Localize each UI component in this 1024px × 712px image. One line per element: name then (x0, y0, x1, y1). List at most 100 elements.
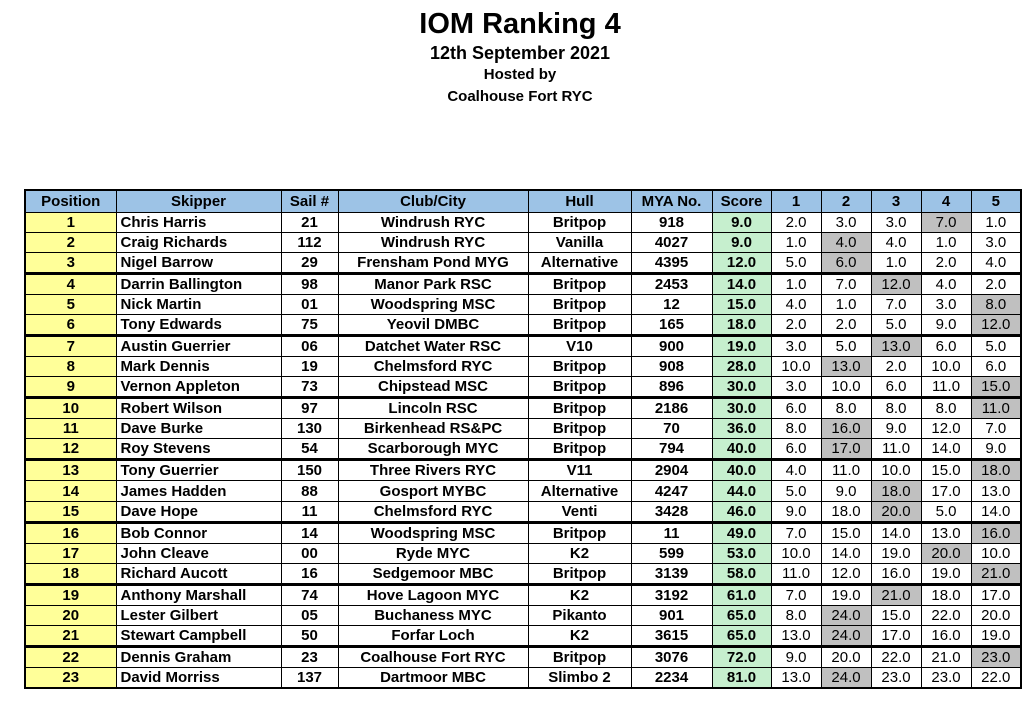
hull-cell: Britpop (527, 271, 632, 295)
table-row: 17 John Cleave 00 Ryde MYC K2 599 53.0 10.0 14.0… (24, 542, 1022, 564)
mya-number-cell: 3076 (630, 645, 713, 668)
table-row: 4 Darrin Ballington 98 Manor Park RSC Britpo… (24, 271, 1022, 295)
position-cell: 17 (24, 542, 117, 564)
skipper-cell: David Morriss (115, 667, 282, 689)
race-4-cell: 3.0 (920, 293, 972, 316)
score-cell: 30.0 (711, 376, 772, 399)
hull-cell: Britpop (527, 438, 632, 461)
race-2-cell: 19.0 (820, 582, 872, 606)
race-2-cell: 13.0 (820, 356, 872, 378)
sail-number-cell: 23 (280, 645, 339, 668)
header-row: Position Skipper Sail # Club/City Hull M… (24, 189, 1022, 213)
position-cell: 5 (24, 293, 117, 316)
race-4-cell: 16.0 (920, 625, 972, 647)
race-5-cell: 21.0 (970, 562, 1022, 585)
race-3-cell: 15.0 (870, 604, 922, 627)
hull-cell: Britpop (527, 520, 632, 544)
score-cell: 19.0 (711, 334, 772, 358)
mya-number-cell: 2904 (630, 458, 713, 482)
race-5-cell: 20.0 (970, 604, 1022, 627)
position-cell: 23 (24, 667, 117, 689)
sail-number-cell: 137 (280, 667, 339, 689)
race-2-cell: 16.0 (820, 418, 872, 440)
race-1-cell: 5.0 (770, 251, 822, 274)
race-4-cell: 14.0 (920, 438, 972, 461)
race-2-cell: 12.0 (820, 562, 872, 585)
col-header-score: Score (711, 189, 772, 213)
race-3-cell: 8.0 (870, 396, 922, 420)
race-4-cell: 11.0 (920, 376, 972, 399)
sail-number-cell: 98 (280, 271, 339, 295)
race-2-cell: 24.0 (820, 667, 872, 689)
table-row: 1 Chris Harris 21 Windrush RYC Britpop 918 9.0… (24, 211, 1022, 233)
mya-number-cell: 794 (630, 438, 713, 461)
race-3-cell: 7.0 (870, 293, 922, 316)
race-1-cell: 7.0 (770, 520, 822, 544)
club-cell: Three Rivers RYC (337, 458, 529, 482)
table-row: 9 Vernon Appleton 73 Chipstead MSC Britpop 89… (24, 376, 1022, 399)
mya-number-cell: 70 (630, 418, 713, 440)
race-3-cell: 19.0 (870, 542, 922, 564)
host-club: Coalhouse Fort RYC (447, 88, 593, 105)
skipper-cell: Tony Guerrier (115, 458, 282, 482)
race-2-cell: 24.0 (820, 625, 872, 647)
score-cell: 14.0 (711, 271, 772, 295)
col-header-position: Position (24, 189, 117, 213)
skipper-cell: Nick Martin (115, 293, 282, 316)
race-1-cell: 4.0 (770, 293, 822, 316)
club-cell: Yeovil DMBC (337, 314, 529, 337)
race-5-cell: 16.0 (970, 520, 1022, 544)
sail-number-cell: 73 (280, 376, 339, 399)
club-cell: Windrush RYC (337, 231, 529, 253)
score-cell: 53.0 (711, 542, 772, 564)
race-4-cell: 6.0 (920, 334, 972, 358)
table-row: 18 Richard Aucott 16 Sedgemoor MBC Britpop 31… (24, 562, 1022, 585)
race-5-cell: 4.0 (970, 251, 1022, 274)
table-row: 16 Bob Connor 14 Woodspring MSC Britpop 11 49.… (24, 520, 1022, 544)
race-5-cell: 5.0 (970, 334, 1022, 358)
race-2-cell: 10.0 (820, 376, 872, 399)
club-cell: Datchet Water RSC (337, 334, 529, 358)
hosted-by-label: Hosted by (483, 66, 557, 83)
mya-number-cell: 2453 (630, 271, 713, 295)
race-4-cell: 17.0 (920, 480, 972, 502)
race-4-cell: 21.0 (920, 645, 972, 668)
page-title: IOM Ranking 4 (419, 8, 621, 40)
mya-number-cell: 900 (630, 334, 713, 358)
race-5-cell: 7.0 (970, 418, 1022, 440)
club-cell: Woodspring MSC (337, 293, 529, 316)
position-cell: 4 (24, 271, 117, 295)
position-cell: 6 (24, 314, 117, 337)
race-1-cell: 1.0 (770, 271, 822, 295)
table-row: 3 Nigel Barrow 29 Frensham Pond MYG Alternat… (24, 251, 1022, 274)
col-header-skipper: Skipper (115, 189, 282, 213)
sail-number-cell: 14 (280, 520, 339, 544)
score-cell: 72.0 (711, 645, 772, 668)
race-3-cell: 16.0 (870, 562, 922, 585)
score-cell: 46.0 (711, 500, 772, 523)
race-1-cell: 11.0 (770, 562, 822, 585)
table-row: 23 David Morriss 137 Dartmoor MBC Slimbo 2 22… (24, 667, 1022, 689)
score-cell: 9.0 (711, 211, 772, 233)
race-3-cell: 14.0 (870, 520, 922, 544)
race-1-cell: 8.0 (770, 604, 822, 627)
race-4-cell: 2.0 (920, 251, 972, 274)
hull-cell: K2 (527, 582, 632, 606)
race-3-cell: 9.0 (870, 418, 922, 440)
skipper-cell: Lester Gilbert (115, 604, 282, 627)
sail-number-cell: 19 (280, 356, 339, 378)
skipper-cell: James Hadden (115, 480, 282, 502)
race-1-cell: 3.0 (770, 376, 822, 399)
club-cell: Dartmoor MBC (337, 667, 529, 689)
race-1-cell: 7.0 (770, 582, 822, 606)
skipper-cell: Roy Stevens (115, 438, 282, 461)
mya-number-cell: 599 (630, 542, 713, 564)
mya-number-cell: 2186 (630, 396, 713, 420)
race-2-cell: 6.0 (820, 251, 872, 274)
club-cell: Buchaness MYC (337, 604, 529, 627)
mya-number-cell: 896 (630, 376, 713, 399)
race-2-cell: 7.0 (820, 271, 872, 295)
race-2-cell: 17.0 (820, 438, 872, 461)
race-1-cell: 8.0 (770, 418, 822, 440)
table-row: 8 Mark Dennis 19 Chelmsford RYC Britpop 908 28… (24, 356, 1022, 378)
